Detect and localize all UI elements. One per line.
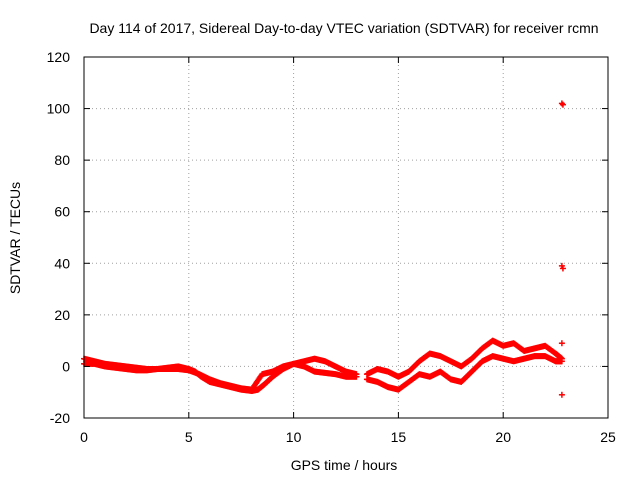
y-tick-label: -20 bbox=[50, 410, 70, 426]
y-tick-label: 0 bbox=[62, 358, 70, 374]
x-tick-label: 15 bbox=[391, 429, 407, 445]
x-tick-label: 0 bbox=[80, 429, 88, 445]
grid-layer bbox=[84, 57, 608, 418]
x-tick-label: 20 bbox=[495, 429, 511, 445]
outlier-point bbox=[559, 265, 566, 272]
outlier-point bbox=[558, 340, 565, 347]
data-layer bbox=[81, 100, 566, 398]
axis-layer: 0 5 10 15 20 25 -20 0 20 40 60 80 100 120 bbox=[47, 49, 616, 445]
outlier-point bbox=[559, 101, 566, 108]
x-axis-label: GPS time / hours bbox=[291, 457, 398, 473]
y-tick-label: 120 bbox=[47, 49, 71, 65]
x-tick-label: 25 bbox=[600, 429, 616, 445]
y-tick-label: 40 bbox=[54, 255, 70, 271]
data-point bbox=[353, 373, 360, 380]
x-tick-label: 5 bbox=[185, 429, 193, 445]
y-tick-label: 80 bbox=[54, 152, 70, 168]
chart-title: Day 114 of 2017, Sidereal Day-to-day VTE… bbox=[89, 20, 598, 36]
outlier-point bbox=[558, 391, 565, 398]
y-tick-label: 20 bbox=[54, 307, 70, 323]
y-tick-label: 60 bbox=[54, 204, 70, 220]
data-point bbox=[558, 358, 565, 365]
plot-frame bbox=[83, 56, 609, 419]
y-axis-label: SDTVAR / TECUs bbox=[7, 182, 23, 294]
y-tick-label: 100 bbox=[47, 101, 71, 117]
x-tick-label: 10 bbox=[286, 429, 302, 445]
